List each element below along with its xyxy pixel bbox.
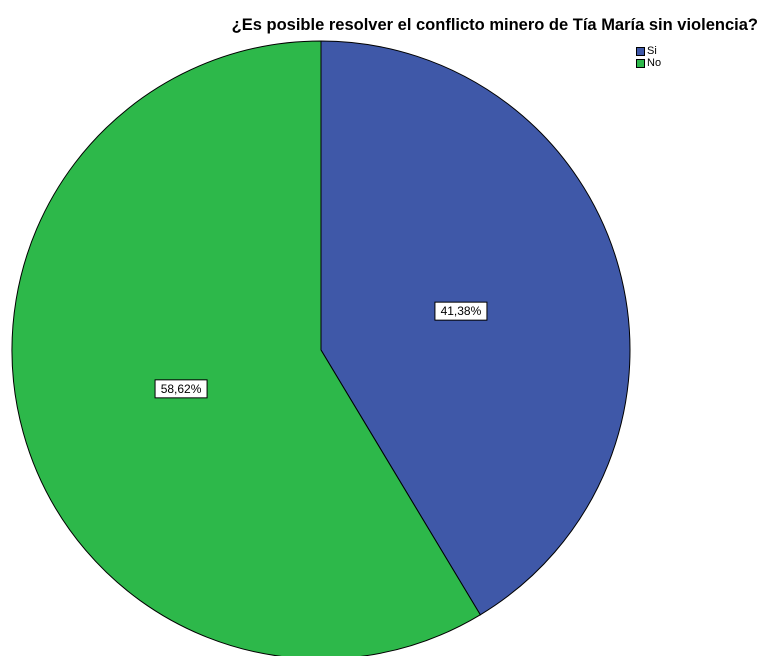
legend-label-no: No bbox=[647, 57, 662, 69]
legend-swatch-no bbox=[636, 58, 645, 68]
legend-entry-no: No bbox=[636, 57, 661, 69]
legend: Si No bbox=[636, 45, 661, 69]
legend-swatch-si bbox=[636, 46, 645, 56]
slice-label-no: 58,62% bbox=[154, 379, 208, 399]
pie-slice-no bbox=[11, 40, 481, 656]
slice-label-text-no: 58,62% bbox=[161, 382, 202, 396]
legend-entry-si: Si bbox=[636, 45, 661, 57]
chart-title: ¿Es posible resolver el conflicto minero… bbox=[231, 16, 758, 34]
slice-label-si: 41,38% bbox=[434, 301, 488, 321]
pie-slice-si bbox=[320, 40, 631, 616]
legend-label-si: Si bbox=[647, 45, 657, 57]
slice-label-text-si: 41,38% bbox=[441, 304, 482, 318]
